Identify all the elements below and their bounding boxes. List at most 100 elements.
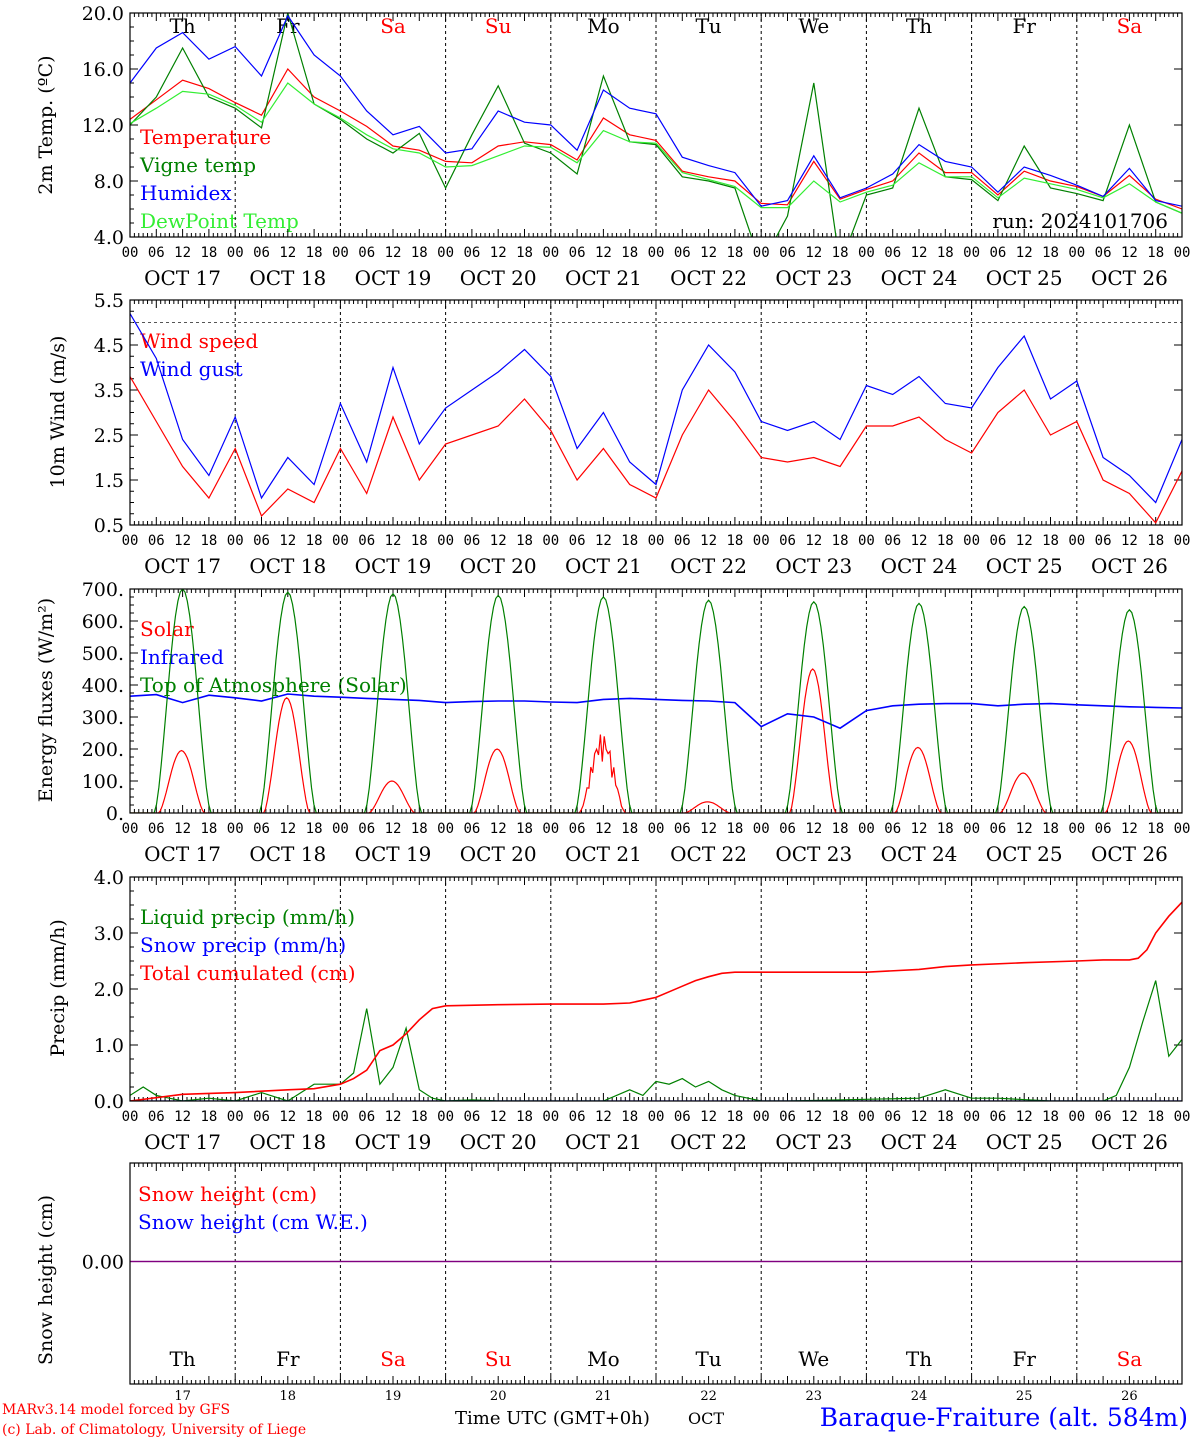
series-line-wind-speed [130,376,1182,524]
hour-label: 00 [648,533,665,549]
legend-wind-gust: Wind gust [140,357,243,381]
y-tick-label: 500. [82,643,124,665]
y-tick-label: 1.0 [94,1035,124,1057]
day-number-label: 20 [490,1389,507,1404]
month-label: OCT [688,1409,724,1428]
weekday-label: Sa [380,1347,406,1371]
hour-label: 12 [1121,1109,1138,1125]
hour-label: 06 [463,533,480,549]
footer: MARv3.14 model forced by GFS (c) Lab. of… [2,1402,1188,1438]
hour-label: 00 [542,1109,559,1125]
weekday-label: Su [485,14,512,38]
precip-plot: 0.0 1.0 2.0 3.0 4.0 00 06 12 18 00 06 12 18 00 06 12 18 0… [94,867,1191,1154]
day-number-label: 22 [700,1389,717,1404]
hour-label: 18 [832,821,849,837]
hour-label: 18 [832,245,849,261]
hour-label: 00 [122,1109,139,1125]
hour-label: 06 [253,533,270,549]
date-label: OCT 22 [670,842,747,866]
weekday-label: Sa [1117,14,1143,38]
hour-label: 00 [542,245,559,261]
date-label: OCT 24 [881,266,958,290]
hour-label: 18 [1147,533,1164,549]
hour-label: 06 [253,821,270,837]
date-label: OCT 17 [144,1130,221,1154]
hour-label: 06 [884,245,901,261]
date-label: OCT 21 [565,554,642,578]
model-credit: MARv3.14 model forced by GFS [2,1402,230,1418]
hour-label: 18 [306,533,323,549]
snow-plot: 0.00 Th Fr Sa Su Mo Tu We Th Fr Sa 17 18 19 20 21 22 23 24… [82,1162,1183,1404]
hour-label: 00 [858,245,875,261]
hour-label: 18 [937,533,954,549]
hour-label: 06 [463,245,480,261]
hour-label: 12 [174,1109,191,1125]
y-tick-label: 16.0 [82,59,124,81]
date-label: OCT 24 [881,842,958,866]
hour-label: 00 [858,533,875,549]
hour-label: 12 [1121,821,1138,837]
hour-label: 00 [332,1109,349,1125]
hour-label: 06 [674,1109,691,1125]
y-tick-label: 0.5 [94,515,124,537]
legend-snow-precip: Snow precip (mm/h) [140,933,346,957]
day-number-label: 26 [1121,1389,1138,1404]
precip-panel: Precip (mm/h) Liquid precip (mm/h) Snow … [47,905,356,1057]
hour-label: 12 [805,533,822,549]
y-tick-label: 0. [106,803,124,825]
plot-frame [129,1162,1183,1385]
hour-label: 00 [437,533,454,549]
day-number-label: 17 [174,1389,191,1404]
y-tick-label: 3.0 [94,923,124,945]
hour-label: 00 [648,245,665,261]
hour-label: 12 [385,821,402,837]
day-number-label: 19 [385,1389,402,1404]
date-label: OCT 19 [355,266,432,290]
legend-dewpoint-temp: DewPoint Temp [140,209,299,233]
temp-plot: 4.0 8.0 12.0 16.0 20.0 00 06 12 18 00 06 12 18 00 06 12… [82,3,1191,290]
series-line-vigne-temp [130,13,1182,237]
y-tick-label: 4.0 [94,867,124,889]
weekday-label: Fr [276,14,300,38]
legend-liquid-precip: Liquid precip (mm/h) [140,905,355,929]
precip-ylabel: Precip (mm/h) [47,919,69,1057]
hour-label: 00 [122,245,139,261]
legend-humidex: Humidex [140,181,232,205]
hour-label: 12 [490,821,507,837]
y-tick-label: 200. [82,739,124,761]
series-line-solar [130,668,1182,813]
hour-label: 12 [911,533,928,549]
hour-label: 00 [437,245,454,261]
hour-label: 00 [1068,821,1085,837]
hour-label: 18 [832,1109,849,1125]
energy-ylabel: Energy fluxes (W/m²) [35,598,57,802]
hour-label: 06 [148,533,165,549]
hour-label: 18 [516,821,533,837]
hour-label: 00 [1174,245,1191,261]
hour-label: 00 [332,533,349,549]
hour-label: 00 [858,821,875,837]
date-label: OCT 19 [355,842,432,866]
date-label: OCT 26 [1091,842,1168,866]
date-label: OCT 20 [460,554,537,578]
hour-label: 06 [989,533,1006,549]
hour-label: 18 [1042,1109,1059,1125]
energy-plot: 0. 100. 200. 300. 400. 500. 600. 700. 00 06 12 18 00… [82,579,1191,866]
weekday-label: We [798,14,829,38]
date-label: OCT 20 [460,842,537,866]
hour-label: 06 [1095,1109,1112,1125]
date-label: OCT 24 [881,554,958,578]
hour-label: 00 [1174,533,1191,549]
hour-label: 12 [279,533,296,549]
hour-label: 12 [911,1109,928,1125]
hour-label: 06 [569,533,586,549]
hour-label: 06 [1095,821,1112,837]
plot-frame [129,876,1183,1102]
hour-label: 00 [858,1109,875,1125]
hour-label: 12 [1121,533,1138,549]
hour-label: 00 [1068,533,1085,549]
hour-label: 00 [542,821,559,837]
hour-label: 00 [753,1109,770,1125]
hour-label: 18 [726,245,743,261]
date-label: OCT 25 [986,842,1063,866]
